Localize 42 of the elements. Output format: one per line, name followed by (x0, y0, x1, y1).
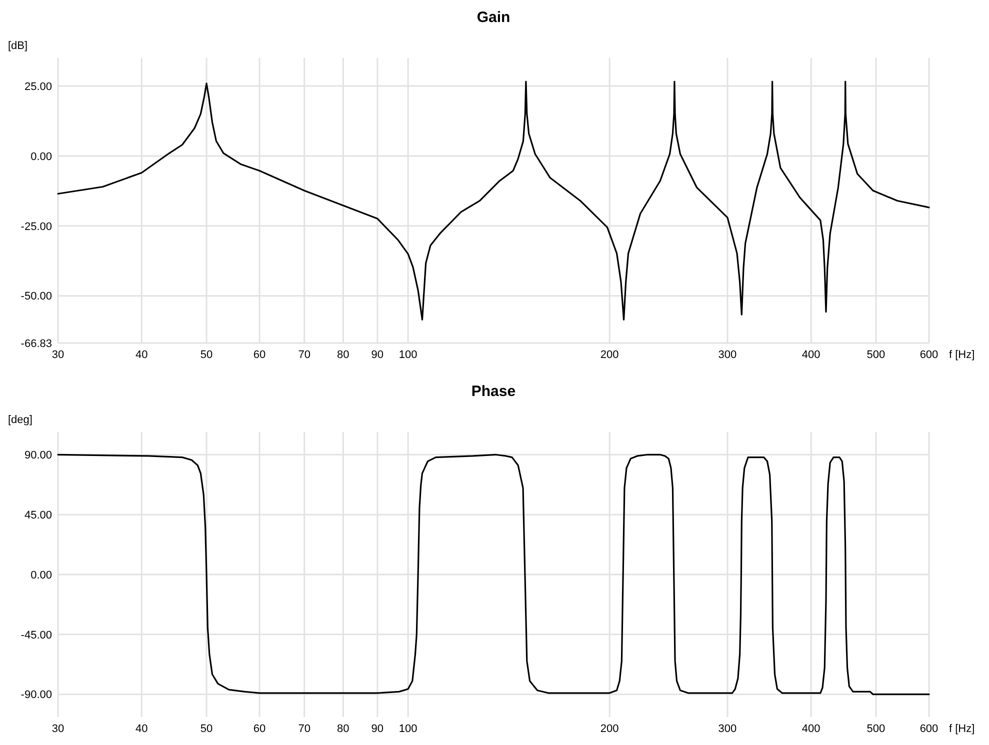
x-tick-label: 400 (802, 349, 820, 361)
x-tick-label: 30 (52, 349, 64, 361)
x-tick-label: 80 (337, 349, 350, 361)
x-tick-label: 500 (866, 349, 886, 361)
x-tick-label: 40 (136, 723, 148, 735)
y-tick-label: -25.00 (20, 220, 52, 233)
y-tick-label: 0.00 (30, 150, 52, 163)
x-tick-label: 100 (398, 723, 418, 735)
x-tick-label: 100 (398, 349, 418, 361)
y-tick-label: 0.00 (30, 569, 52, 582)
x-tick-label: 70 (298, 349, 310, 361)
x-tick-label: 600 (920, 349, 938, 361)
x-tick-label: 50 (200, 349, 213, 361)
x-tick-label: 90 (371, 349, 384, 361)
x-tick-label: 90 (371, 723, 384, 735)
x-tick-label: 60 (253, 349, 266, 361)
chart-title: Phase (471, 383, 516, 400)
x-tick-label: 70 (298, 723, 310, 735)
x-tick-label: 200 (600, 349, 619, 361)
y-tick-label: 90.00 (24, 449, 52, 462)
y-tick-label: 25.00 (24, 80, 52, 93)
y-axis-title: [dB] (8, 40, 28, 52)
y-tick-label: -66.83 (20, 338, 52, 350)
y-tick-label: -45.00 (20, 629, 52, 642)
x-axis-title: f [Hz] (949, 723, 975, 735)
y-tick-label: -50.00 (20, 290, 52, 303)
x-tick-label: 300 (718, 723, 737, 735)
x-tick-label: 60 (253, 723, 266, 735)
x-tick-label: 200 (600, 723, 619, 735)
x-tick-label: 500 (866, 723, 886, 735)
x-tick-label: 40 (136, 349, 148, 361)
x-tick-label: 50 (200, 723, 213, 735)
x-tick-label: 300 (718, 349, 737, 361)
x-tick-label: 80 (337, 723, 350, 735)
x-tick-label: 30 (52, 723, 64, 735)
x-axis-title: f [Hz] (949, 349, 975, 361)
y-axis-title: [deg] (8, 414, 32, 426)
x-tick-label: 400 (802, 723, 820, 735)
y-tick-label: -90.00 (20, 689, 52, 702)
chart-title: Gain (476, 9, 510, 26)
x-tick-label: 600 (920, 723, 938, 735)
y-tick-label: 45.00 (24, 509, 52, 522)
